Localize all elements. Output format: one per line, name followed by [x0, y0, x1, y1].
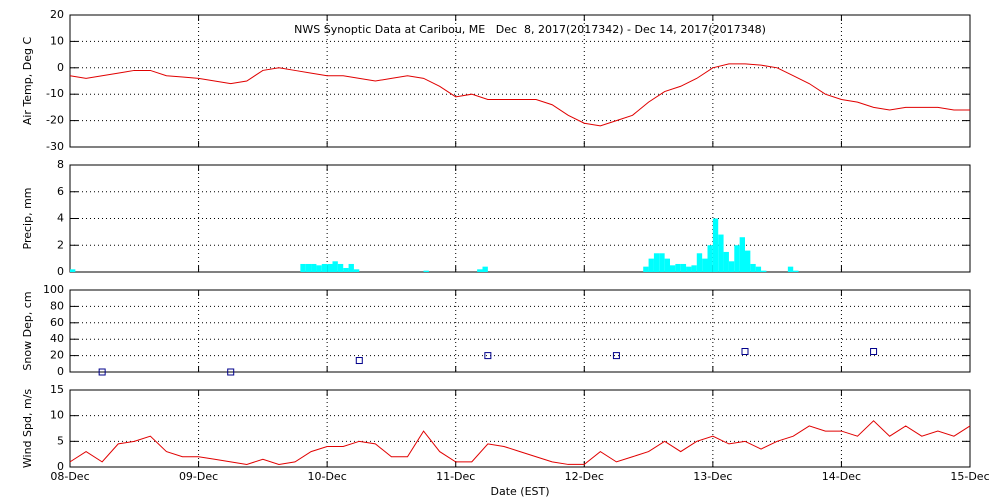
- bar: [739, 237, 745, 272]
- bar: [680, 263, 687, 272]
- bar: [745, 250, 751, 272]
- y-tick-label: 15: [50, 383, 64, 396]
- x-tick-label: 14-Dec: [822, 470, 861, 483]
- bar: [723, 251, 729, 272]
- x-tick-label: 15-Dec: [950, 470, 989, 483]
- bar: [664, 258, 670, 272]
- bar: [332, 261, 338, 272]
- y-tick-label: 20: [50, 8, 64, 21]
- bar: [648, 258, 654, 272]
- bar: [643, 266, 649, 272]
- y-tick-label: 0: [57, 365, 64, 378]
- y-tick-label: 20: [50, 349, 64, 362]
- y-tick-label: -10: [46, 87, 64, 100]
- bar: [793, 270, 799, 272]
- y-tick-label: 4: [57, 212, 64, 225]
- y-tick-label: 10: [50, 34, 64, 47]
- y-tick-label: 2: [57, 238, 64, 251]
- point: [612, 352, 620, 360]
- bar: [305, 263, 312, 272]
- bar: [482, 266, 488, 272]
- y-tick-label: 0: [57, 61, 64, 74]
- y-tick-label: -20: [46, 114, 64, 127]
- bar: [659, 253, 665, 272]
- y-axis-label: Air Temp, Deg C: [21, 37, 34, 126]
- bar: [750, 263, 756, 272]
- bar: [702, 258, 708, 272]
- bar: [327, 263, 333, 272]
- plot-frame: [69, 164, 971, 273]
- bar: [734, 245, 740, 272]
- y-tick-label: 60: [50, 316, 64, 329]
- y-tick-label: 10: [50, 409, 64, 422]
- bar: [70, 269, 76, 272]
- x-tick-label: 10-Dec: [308, 470, 347, 483]
- y-tick-label: 0: [57, 265, 64, 278]
- y-axis-label: Precip, mm: [21, 188, 34, 250]
- y-axis-label: Wind Spd, m/s: [21, 389, 34, 469]
- point: [355, 357, 363, 365]
- x-tick-label: 08-Dec: [50, 470, 89, 483]
- y-tick-label: -30: [46, 140, 64, 153]
- x-tick-label: 12-Dec: [565, 470, 604, 483]
- bar: [755, 266, 762, 272]
- bar: [787, 266, 794, 272]
- bar: [423, 270, 429, 272]
- bar: [653, 253, 660, 272]
- point: [98, 368, 106, 376]
- bar: [348, 263, 354, 272]
- bar: [670, 265, 676, 272]
- y-tick-label: 5: [57, 434, 64, 447]
- x-tick-label: 11-Dec: [436, 470, 475, 483]
- y-tick-label: 40: [50, 332, 64, 345]
- bar: [675, 263, 681, 272]
- bar: [316, 265, 322, 272]
- y-tick-label: 80: [50, 299, 64, 312]
- bar: [321, 263, 328, 272]
- plot-frame: [69, 14, 971, 148]
- y-tick-label: 100: [43, 283, 64, 296]
- x-tick-label: 09-Dec: [179, 470, 218, 483]
- bar: [477, 269, 483, 272]
- bar: [696, 253, 703, 272]
- bar: [718, 234, 724, 272]
- plot-frame: [69, 389, 971, 468]
- bar: [712, 218, 719, 272]
- x-axis-label: Date (EST): [490, 485, 549, 498]
- y-tick-label: 8: [57, 158, 64, 171]
- point: [741, 348, 749, 355]
- bar: [311, 263, 317, 272]
- bar: [691, 265, 697, 272]
- y-axis-label: Snow Dep, cm: [21, 291, 34, 370]
- bar: [707, 245, 713, 272]
- data-line: [69, 63, 970, 127]
- bar: [300, 263, 306, 272]
- x-tick-label: 13-Dec: [693, 470, 732, 483]
- y-tick-label: 6: [57, 185, 64, 198]
- point: [227, 368, 235, 376]
- bar: [343, 267, 349, 272]
- bar: [686, 266, 692, 272]
- plot-frame: [69, 289, 971, 373]
- bar: [761, 270, 767, 272]
- bar: [353, 269, 360, 272]
- chart-title: NWS Synoptic Data at Caribou, ME Dec 8, …: [294, 23, 766, 36]
- bar: [337, 263, 344, 272]
- data-line: [69, 420, 971, 465]
- point: [870, 348, 878, 355]
- bar: [728, 261, 735, 272]
- point: [484, 352, 492, 360]
- y-tick-label: 0: [57, 460, 64, 473]
